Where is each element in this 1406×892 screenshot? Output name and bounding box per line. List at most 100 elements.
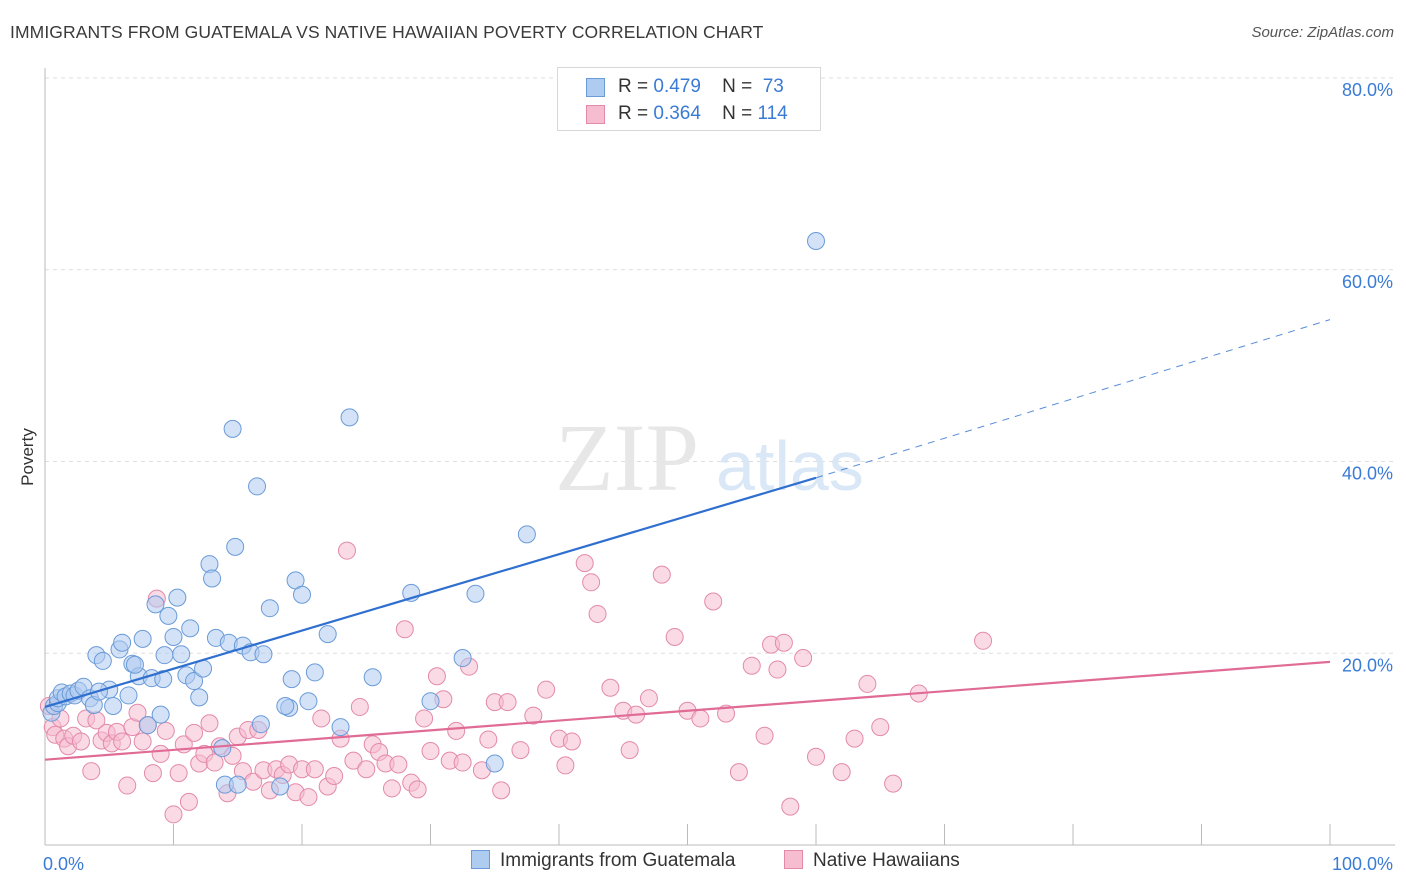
native-hawaiians-point — [389, 755, 408, 774]
native-hawaiians-point — [755, 726, 774, 745]
axes — [44, 68, 1395, 846]
native-hawaiians-point — [858, 674, 877, 693]
native-hawaiians-point — [415, 709, 434, 728]
native-hawaiians-point — [408, 780, 427, 799]
guatemala-point — [181, 619, 200, 638]
native-hawaiians-point — [156, 721, 175, 740]
guatemala-point — [363, 668, 382, 687]
native-hawaiians-point — [807, 747, 825, 766]
y-tick-label: 80.0% — [1342, 80, 1393, 100]
legend-n-value: 114 — [757, 103, 788, 124]
legend-n-label: N = — [722, 76, 753, 97]
guatemala-point — [213, 739, 232, 758]
guatemala-point — [159, 606, 178, 625]
legend-swatch-pink — [586, 105, 605, 124]
guatemala-point — [172, 645, 191, 664]
guatemala-point — [133, 629, 152, 648]
guatemala-point — [154, 670, 173, 689]
native-hawaiians-point — [768, 660, 787, 679]
guatemala-point — [453, 649, 472, 668]
guatemala-points — [42, 231, 825, 796]
correlation-legend: R = 0.479 N = 73 R = 0.364 N = 114 — [557, 67, 821, 131]
guatemala-point — [119, 686, 138, 705]
guatemala-point — [248, 477, 267, 496]
native-hawaiians-point — [395, 620, 414, 639]
guatemala-point — [151, 705, 170, 724]
y-tick-label: 60.0% — [1342, 272, 1393, 292]
native-hawaiians-point — [344, 751, 363, 770]
x-tick-label: 100.0% — [1332, 854, 1393, 874]
legend-n-label: N = — [722, 103, 753, 124]
native-hawaiians-point — [325, 766, 344, 785]
native-hawaiians-point — [498, 693, 517, 712]
legend-r-label: R = — [618, 103, 649, 124]
native-hawaiians-point — [421, 742, 440, 761]
native-hawaiians-point — [717, 704, 736, 723]
native-hawaiians-point — [357, 760, 376, 779]
guatemala-point — [282, 670, 301, 689]
native-hawaiians-point — [729, 763, 748, 782]
native-hawaiians-point — [337, 541, 356, 560]
guatemala-point — [331, 718, 350, 737]
guatemala-point — [203, 569, 222, 588]
native-hawaiians-point — [205, 753, 224, 772]
guatemala-point — [185, 672, 204, 691]
native-hawaiians-point — [479, 730, 498, 749]
watermark: ZIP atlas — [555, 404, 864, 511]
native-hawaiians-point — [164, 805, 183, 824]
guatemala-point — [164, 627, 183, 646]
native-hawaiians-point — [350, 697, 369, 716]
tick-labels: 20.0% 40.0% 60.0% 80.0% 0.0% 100.0% — [43, 80, 1393, 874]
native-hawaiians-point — [179, 792, 198, 811]
guatemala-point — [228, 775, 247, 794]
native-hawaiians-point — [845, 729, 864, 748]
native-hawaiians-point — [691, 709, 710, 728]
native-hawaiians-point — [575, 554, 594, 573]
bottom-legend-swatch-pink — [784, 850, 803, 869]
native-hawaiians-point — [82, 762, 101, 781]
guatemala-point — [125, 655, 144, 674]
native-hawaiians-point — [704, 592, 723, 611]
guatemala-point — [226, 537, 245, 556]
guatemala-trend-extension — [815, 319, 1331, 479]
native-hawaiians-point — [588, 604, 607, 623]
guatemala-point — [251, 715, 270, 734]
native-hawaiians-point — [113, 732, 132, 751]
y-tick-label: 20.0% — [1342, 655, 1393, 675]
native-hawaiians-point — [511, 741, 530, 760]
native-hawaiians-point — [774, 633, 793, 652]
bottom-legend-guatemala: Immigrants from Guatemala — [471, 850, 735, 872]
bottom-legend-hawaiians: Native Hawaiians — [784, 850, 960, 872]
chart-title: IMMIGRANTS FROM GUATEMALA VS NATIVE HAWA… — [10, 22, 764, 42]
native-hawaiians-point — [453, 753, 472, 772]
guatemala-point — [276, 696, 295, 715]
native-hawaiians-point — [151, 744, 170, 763]
x-tick-label: 0.0% — [43, 854, 84, 874]
watermark-zip: ZIP — [555, 404, 699, 511]
bottom-legend-label: Native Hawaiians — [813, 850, 960, 871]
native-hawaiians-points — [39, 541, 993, 824]
native-hawaiians-point — [128, 703, 147, 722]
guatemala-point — [271, 777, 290, 796]
guatemala-point — [807, 231, 825, 250]
native-hawaiians-point — [652, 565, 671, 584]
native-hawaiians-point — [832, 763, 851, 782]
native-hawaiians-point — [562, 732, 581, 751]
guatemala-point — [254, 645, 273, 664]
guatemala-point — [138, 716, 157, 735]
bottom-legend-swatch-blue — [471, 850, 490, 869]
native-hawaiians-point — [665, 627, 684, 646]
guatemala-point — [104, 696, 123, 715]
native-hawaiians-point — [118, 776, 137, 795]
native-hawaiians-point — [639, 689, 658, 708]
guatemala-point — [168, 588, 187, 607]
native-hawaiians-point — [305, 760, 324, 779]
native-hawaiians-point — [427, 667, 446, 686]
guatemala-point — [146, 595, 165, 614]
native-hawaiians-point — [884, 774, 903, 793]
native-hawaiians-point — [742, 656, 761, 675]
guatemala-point — [93, 651, 112, 670]
guatemala-point — [340, 408, 359, 427]
guatemala-point — [190, 688, 209, 707]
native-hawaiians-point — [871, 718, 890, 737]
